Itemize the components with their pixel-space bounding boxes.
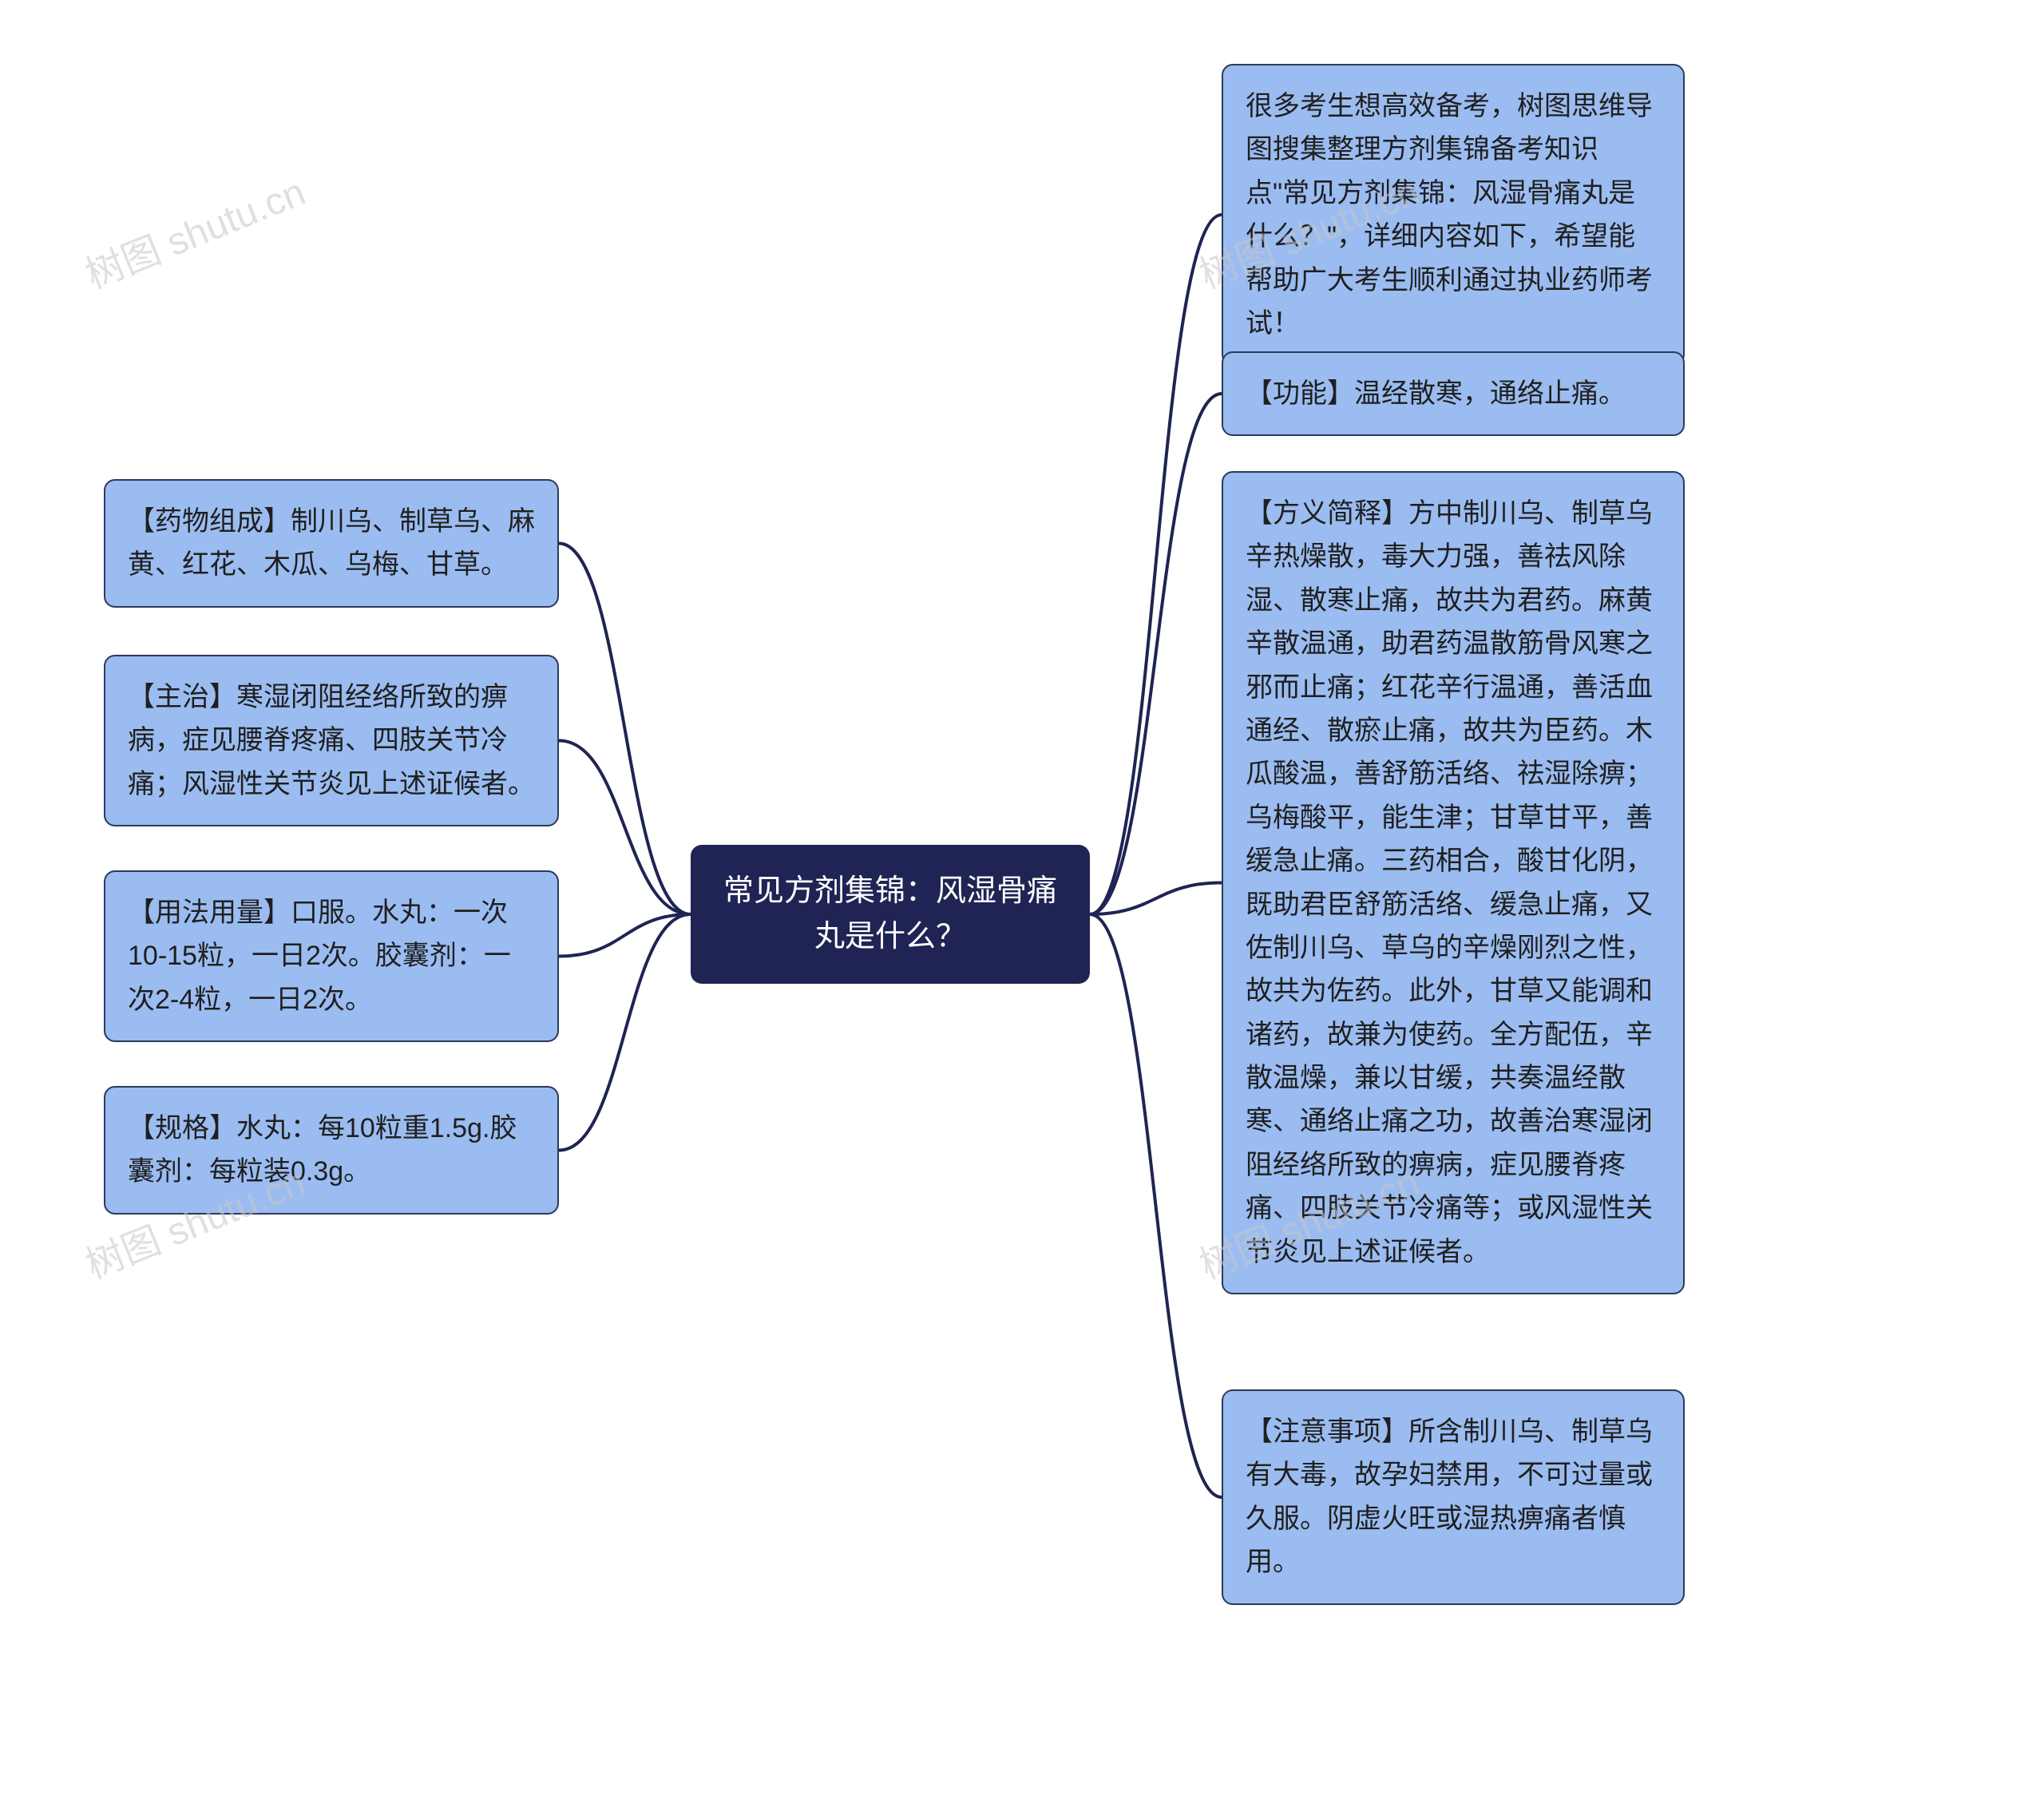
- left-node-composition: 【药物组成】制川乌、制草乌、麻黄、红花、木瓜、乌梅、甘草。: [104, 479, 559, 608]
- right-node-function: 【功能】温经散寒，通络止痛。: [1222, 351, 1685, 436]
- right-node-explanation: 【方义简释】方中制川乌、制草乌辛热燥散，毒大力强，善祛风除湿、散寒止痛，故共为君…: [1222, 471, 1685, 1294]
- watermark: 树图 shutu.cn: [76, 160, 312, 299]
- right-node-caution: 【注意事项】所含制川乌、制草乌有大毒，故孕妇禁用，不可过量或久服。阴虚火旺或湿热…: [1222, 1389, 1685, 1605]
- center-node: 常见方剂集锦：风湿骨痛丸是什么？: [691, 845, 1090, 984]
- left-node-specification: 【规格】水丸：每10粒重1.5g.胶囊剂：每粒装0.3g。: [104, 1086, 559, 1215]
- right-node-intro: 很多考生想高效备考，树图思维导图搜集整理方剂集锦备考知识点"常见方剂集锦：风湿骨…: [1222, 64, 1685, 366]
- left-node-dosage: 【用法用量】口服。水丸：一次10-15粒，一日2次。胶囊剂：一次2-4粒，一日2…: [104, 870, 559, 1042]
- left-node-indication: 【主治】寒湿闭阻经络所致的痹病，症见腰脊疼痛、四肢关节冷痛；风湿性关节炎见上述证…: [104, 655, 559, 826]
- mindmap-container: 常见方剂集锦：风湿骨痛丸是什么？ 【药物组成】制川乌、制草乌、麻黄、红花、木瓜、…: [0, 0, 2044, 1819]
